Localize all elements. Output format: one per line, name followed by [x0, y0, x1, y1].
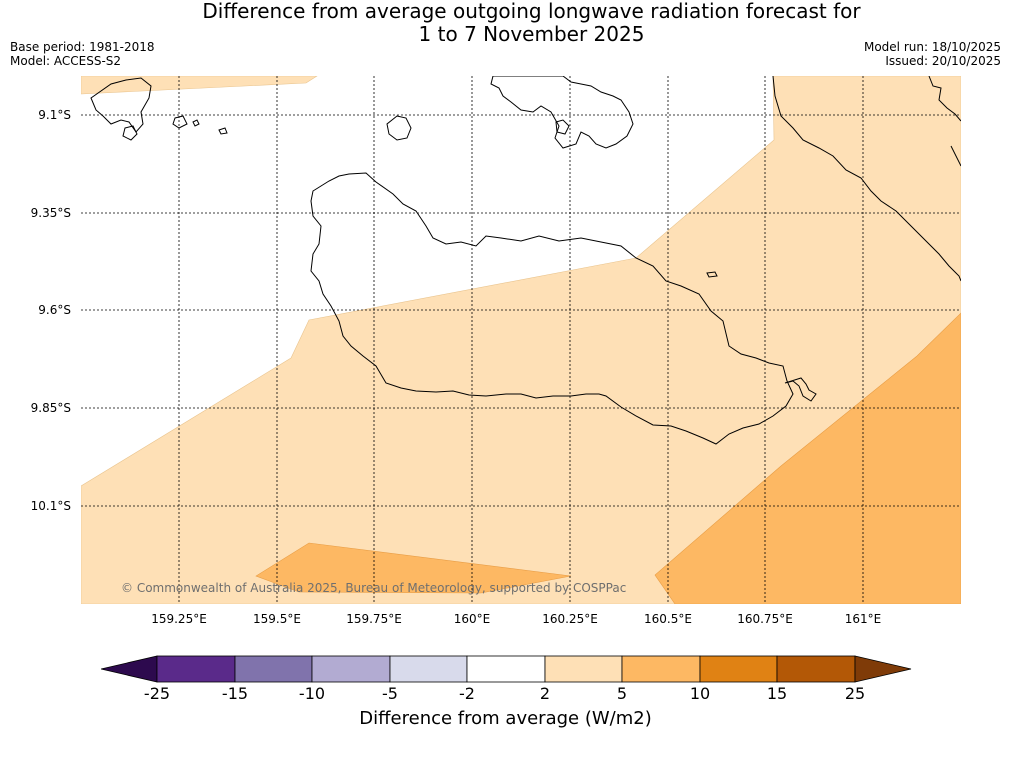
title-line-1: Difference from average outgoing longwav… [202, 0, 861, 23]
colorbar-tick: 2 [539, 684, 551, 703]
model-run: Model run: 18/10/2025 [863, 40, 1001, 54]
colorbar-title: Difference from average (W/m2) [359, 708, 652, 729]
lat-label-5: 10.1°S [30, 499, 71, 513]
colorbar-under-triangle [101, 655, 158, 683]
model-name: Model: ACCESS-S2 [10, 54, 122, 68]
colorbar-tick: -2 [459, 684, 475, 703]
map-svg [81, 76, 961, 604]
colorbar-bin [156, 655, 236, 683]
colorbar-bin [699, 655, 778, 683]
lat-label-4: 9.85°S [30, 401, 71, 415]
lon-label-7: 160.75°E [737, 612, 793, 626]
coastline-guadalcanal [310, 172, 794, 445]
coastline-savo-island [386, 115, 412, 141]
colorbar-bin [389, 655, 468, 683]
coastline-nggela-small [555, 119, 570, 135]
coastline-russell-islet-4 [192, 119, 200, 127]
anomaly-region-5-10-south-east [654, 312, 961, 604]
lon-label-1: 159.25°E [151, 612, 207, 626]
graticule [81, 76, 961, 604]
title-line-2: 1 to 7 November 2025 [418, 22, 645, 46]
coastline-russell-islands [90, 77, 152, 133]
coastline-russell-islet-2 [172, 115, 188, 129]
colorbar-tick: -10 [298, 684, 326, 703]
coastline-malaita-north [928, 76, 961, 122]
coastline-russell-islet-1 [122, 125, 138, 141]
colorbar-tick: 15 [766, 684, 788, 703]
colorbar-tick: 5 [616, 684, 628, 703]
lat-label-3: 9.6°S [38, 303, 71, 317]
lon-label-3: 159.75°E [346, 612, 402, 626]
colorbar-bin [311, 655, 391, 683]
chart-title: Difference from average outgoing longwav… [0, 0, 1011, 46]
colorbar-tick: 25 [844, 684, 866, 703]
anomaly-region-5-10-south [255, 542, 572, 594]
lat-label-2: 9.35°S [30, 206, 71, 220]
colorbar-over-triangle [854, 655, 912, 683]
lon-label-5: 160.25°E [542, 612, 598, 626]
anomaly-region-2-5-north-west [81, 76, 318, 95]
lon-label-4: 160°E [453, 612, 491, 626]
coastline-russell-islet-3 [218, 127, 228, 135]
colorbar-bin [621, 655, 701, 683]
colorbar-bin [776, 655, 856, 683]
colorbar-tick: -5 [382, 684, 398, 703]
lon-label-6: 160.5°E [644, 612, 692, 626]
lat-label-1: 9.1°S [38, 108, 71, 122]
colorbar-bin [466, 655, 546, 683]
coastlines [90, 76, 961, 445]
meta-left: Base period: 1981-2018 Model: ACCESS-S2 [10, 40, 155, 68]
anomaly-region-2-5-main [81, 76, 961, 604]
colorbar-tick: -15 [221, 684, 249, 703]
coastline-malaita [772, 76, 961, 282]
colorbar-tick: -25 [143, 684, 171, 703]
coastline-guadalcanal-east-islet [784, 377, 817, 402]
coastline-malaita-east [950, 145, 961, 167]
map-panel: © Commonwealth of Australia 2025, Bureau… [81, 76, 961, 604]
coastline-tiny-islet [706, 271, 718, 278]
colorbar-tick: 10 [689, 684, 711, 703]
issued-date: Issued: 20/10/2025 [885, 54, 1001, 68]
copyright-notice: © Commonwealth of Australia 2025, Bureau… [121, 581, 627, 595]
meta-right: Model run: 18/10/2025 Issued: 20/10/2025 [864, 40, 1001, 68]
coastline-florida-islands [490, 76, 634, 149]
lon-label-8: 161°E [844, 612, 882, 626]
lon-label-2: 159.5°E [253, 612, 301, 626]
colorbar-bin [234, 655, 313, 683]
base-period: Base period: 1981-2018 [10, 40, 155, 54]
colorbar [101, 655, 912, 683]
colorbar-bin [544, 655, 623, 683]
